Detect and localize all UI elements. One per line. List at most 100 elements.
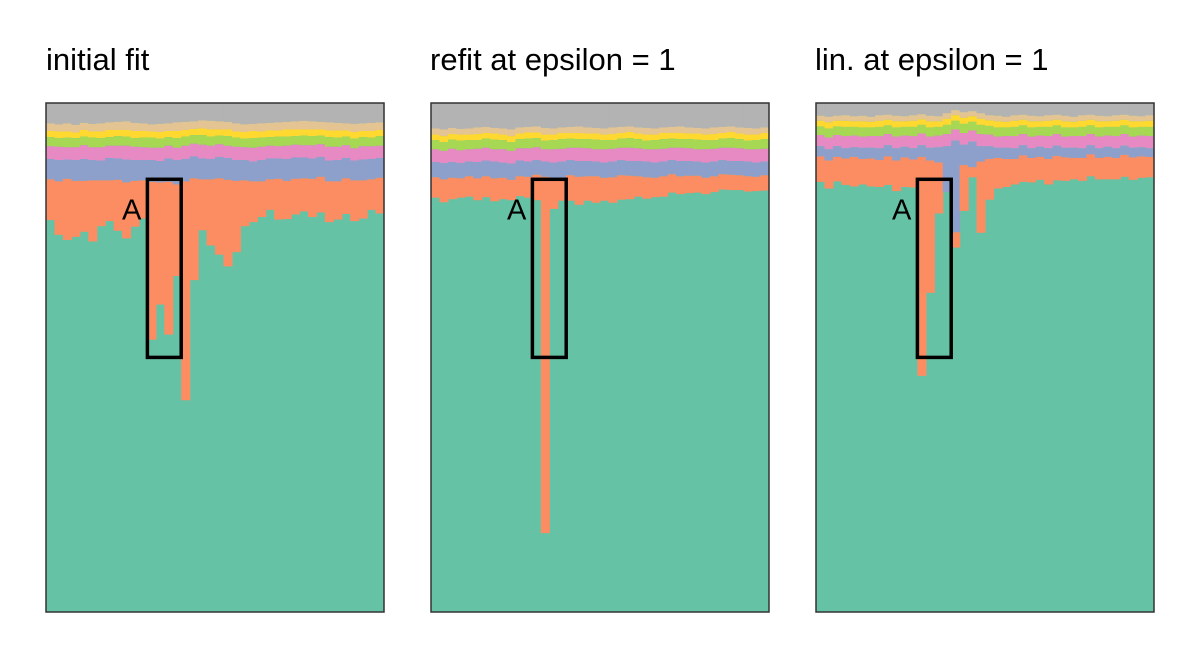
panel-0-bar-layer1-col10	[130, 122, 140, 131]
panel-0-bar-layer1-col36	[350, 123, 360, 133]
panel-2-bar-layer5-col37	[1128, 147, 1138, 158]
panel-1-bar-layer6-col27	[659, 176, 669, 197]
panel-2-bar-layer4-col0	[816, 135, 826, 147]
panel-2-bar-layer0-col30	[1069, 103, 1079, 117]
panel-2-bar-layer1-col31	[1077, 115, 1087, 121]
panel-2-bar-layer5-col12	[917, 145, 927, 157]
panel-2-bar-layer6-col24	[1018, 155, 1028, 182]
panel-2-bar-layer4-col32	[1086, 134, 1096, 146]
panel-0-bar-layer6-col14	[164, 181, 174, 335]
panel-2-annotation-label: A	[892, 194, 912, 226]
panel-2-bar-layer4-col22	[1001, 136, 1011, 148]
panel-0-bar-layer1-col5	[88, 123, 98, 132]
panel-0-bar-layer0-col36	[350, 103, 360, 124]
panel-0-bar-layer1-col28	[282, 121, 292, 130]
panel-1-bar-layer0-col35	[726, 103, 736, 127]
panel-1-bar-layer0-col36	[735, 103, 745, 128]
panel-2-bar-layer3-col8	[883, 125, 893, 135]
panel-0-bar-layer1-col39	[375, 122, 385, 130]
panel-0-bar-layer6-col38	[367, 179, 377, 210]
panel-1-bar-layer6-col39	[760, 175, 770, 191]
panel-1: A	[430, 102, 770, 613]
panel-1-bar-layer2-col33	[709, 134, 719, 141]
panel-0-bar-layer1-col26	[265, 122, 275, 131]
panel-2-bar-layer0-col21	[993, 103, 1003, 116]
panel-2-bar-layer6-col25	[1027, 157, 1037, 183]
panel-1-bar-layer1-col32	[701, 128, 711, 135]
panel-0-bar-layer5-col13	[155, 161, 165, 183]
panel-1-bar-layer0-col17	[574, 103, 584, 127]
panel-0-bar-layer5-col23	[240, 160, 250, 181]
panel-0-bar-layer3-col32	[316, 135, 326, 145]
panel-0-bar-layer4-col3	[71, 147, 81, 161]
panel-0-bar-layer5-col8	[113, 158, 123, 180]
panel-0-bar-layer3-col35	[341, 136, 351, 146]
panel-0-bar-layer5-col29	[291, 157, 301, 179]
panel-1-bar-layer4-col38	[752, 149, 762, 163]
panel-2-bar-layer5-col27	[1044, 148, 1054, 159]
panel-1-bar-layer1-col22	[616, 126, 626, 134]
panel-2-bar-layer2-col9	[892, 121, 902, 128]
panel-1-bar-layer3-col13	[540, 140, 550, 150]
panel-1-bar-layer1-col6	[481, 126, 491, 134]
panel-1-bar-layer0-col5	[473, 103, 483, 128]
panel-0-bar-layer2-col33	[324, 130, 334, 138]
panel-1-bar-layer1-col18	[583, 127, 593, 134]
panel-0-bar-layer6-col6	[96, 180, 106, 227]
panel-0-bar-layer5-col0	[46, 158, 56, 180]
panel-2-bar-layer5-col20	[985, 146, 995, 159]
panel-0-bar-layer2-col8	[113, 129, 123, 137]
panel-0-bar-layer5-col4	[79, 158, 89, 181]
panel-2-bar-layer6-col8	[883, 156, 893, 185]
panel-1-bar-layer4-col8	[498, 149, 508, 163]
panel-1-bar-layer2-col17	[574, 133, 584, 140]
panel-2-bar-layer2-col39	[1145, 120, 1155, 127]
panel-0-bar-layer4-col16	[181, 145, 191, 159]
panel-0-bar-layer4-col39	[375, 145, 385, 158]
panel-1-bar-layer2-col20	[600, 134, 610, 141]
panel-2-bar-layer4-col26	[1035, 135, 1045, 147]
panel-2-bar-layer1-col39	[1145, 115, 1155, 121]
panel-2-bar-layer2-col35	[1111, 120, 1121, 127]
panel-0-bar-layer2-col6	[96, 131, 106, 139]
panel-1-bar-layer5-col33	[709, 161, 719, 177]
panel-2-bar-layer0-col37	[1128, 103, 1138, 116]
panel-1-bar-layer1-col0	[431, 128, 441, 135]
panel-1-bar-layer2-col7	[490, 133, 500, 140]
panel-1-bar-layer3-col4	[464, 140, 474, 150]
panel-2-bar-layer0-col20	[985, 103, 995, 116]
panel-2-bar-layer6-col37	[1128, 157, 1138, 180]
panel-2-bar-layer0-col38	[1137, 103, 1147, 117]
panel-0-bar-layer4-col19	[206, 145, 216, 159]
panel-2-bar-layer3-col1	[824, 128, 834, 138]
panel-0-bar-layer4-col17	[189, 143, 199, 157]
panel-0-bar-layer3-col11	[138, 137, 148, 148]
panel-0-bar-layer1-col13	[155, 123, 165, 133]
panel-1-bar-layer0-col25	[642, 103, 652, 128]
panel-1-bar-layer5-col27	[659, 161, 669, 177]
panel-0-bar-layer0-col27	[274, 103, 284, 123]
panel-2-bar-layer6-col0	[816, 156, 826, 182]
panel-2-bar-layer2-col10	[900, 121, 910, 127]
panel-1-bar-layer1-col20	[600, 128, 610, 135]
panel-2-bar-layer1-col35	[1111, 115, 1121, 121]
panel-1-bar-layer1-col11	[523, 126, 533, 133]
panel-2-bar-layer6-col39	[1145, 156, 1155, 178]
panel-1-bar-layer4-col31	[692, 149, 702, 162]
panel-2-bar-layer4-col33	[1094, 136, 1104, 149]
panel-1-bar-layer6-col26	[650, 177, 660, 198]
panel-1-bar-layer3-col29	[676, 139, 686, 148]
panel-2-bar-layer0-col26	[1035, 103, 1045, 117]
panel-1-bar-layer1-col30	[684, 127, 694, 134]
panel-2-bar-layer6-col13	[925, 160, 935, 293]
panel-2-bar-layer4-col13	[925, 136, 935, 148]
panel-0-bar-layer0-col10	[130, 103, 140, 123]
panel-1-bar-layer0-col14	[549, 103, 559, 129]
panel-2-annotation-box	[915, 177, 953, 360]
panel-1-bar-layer6-col20	[600, 177, 610, 201]
panel-1-bar-layer2-col14	[549, 134, 559, 141]
panel-2-bar-layer2-col33	[1094, 121, 1104, 128]
panel-2-bar-layer0-col8	[883, 103, 893, 115]
panel-0-bar-layer1-col31	[307, 121, 317, 130]
panel-1-bar-layer5-col26	[650, 162, 660, 178]
